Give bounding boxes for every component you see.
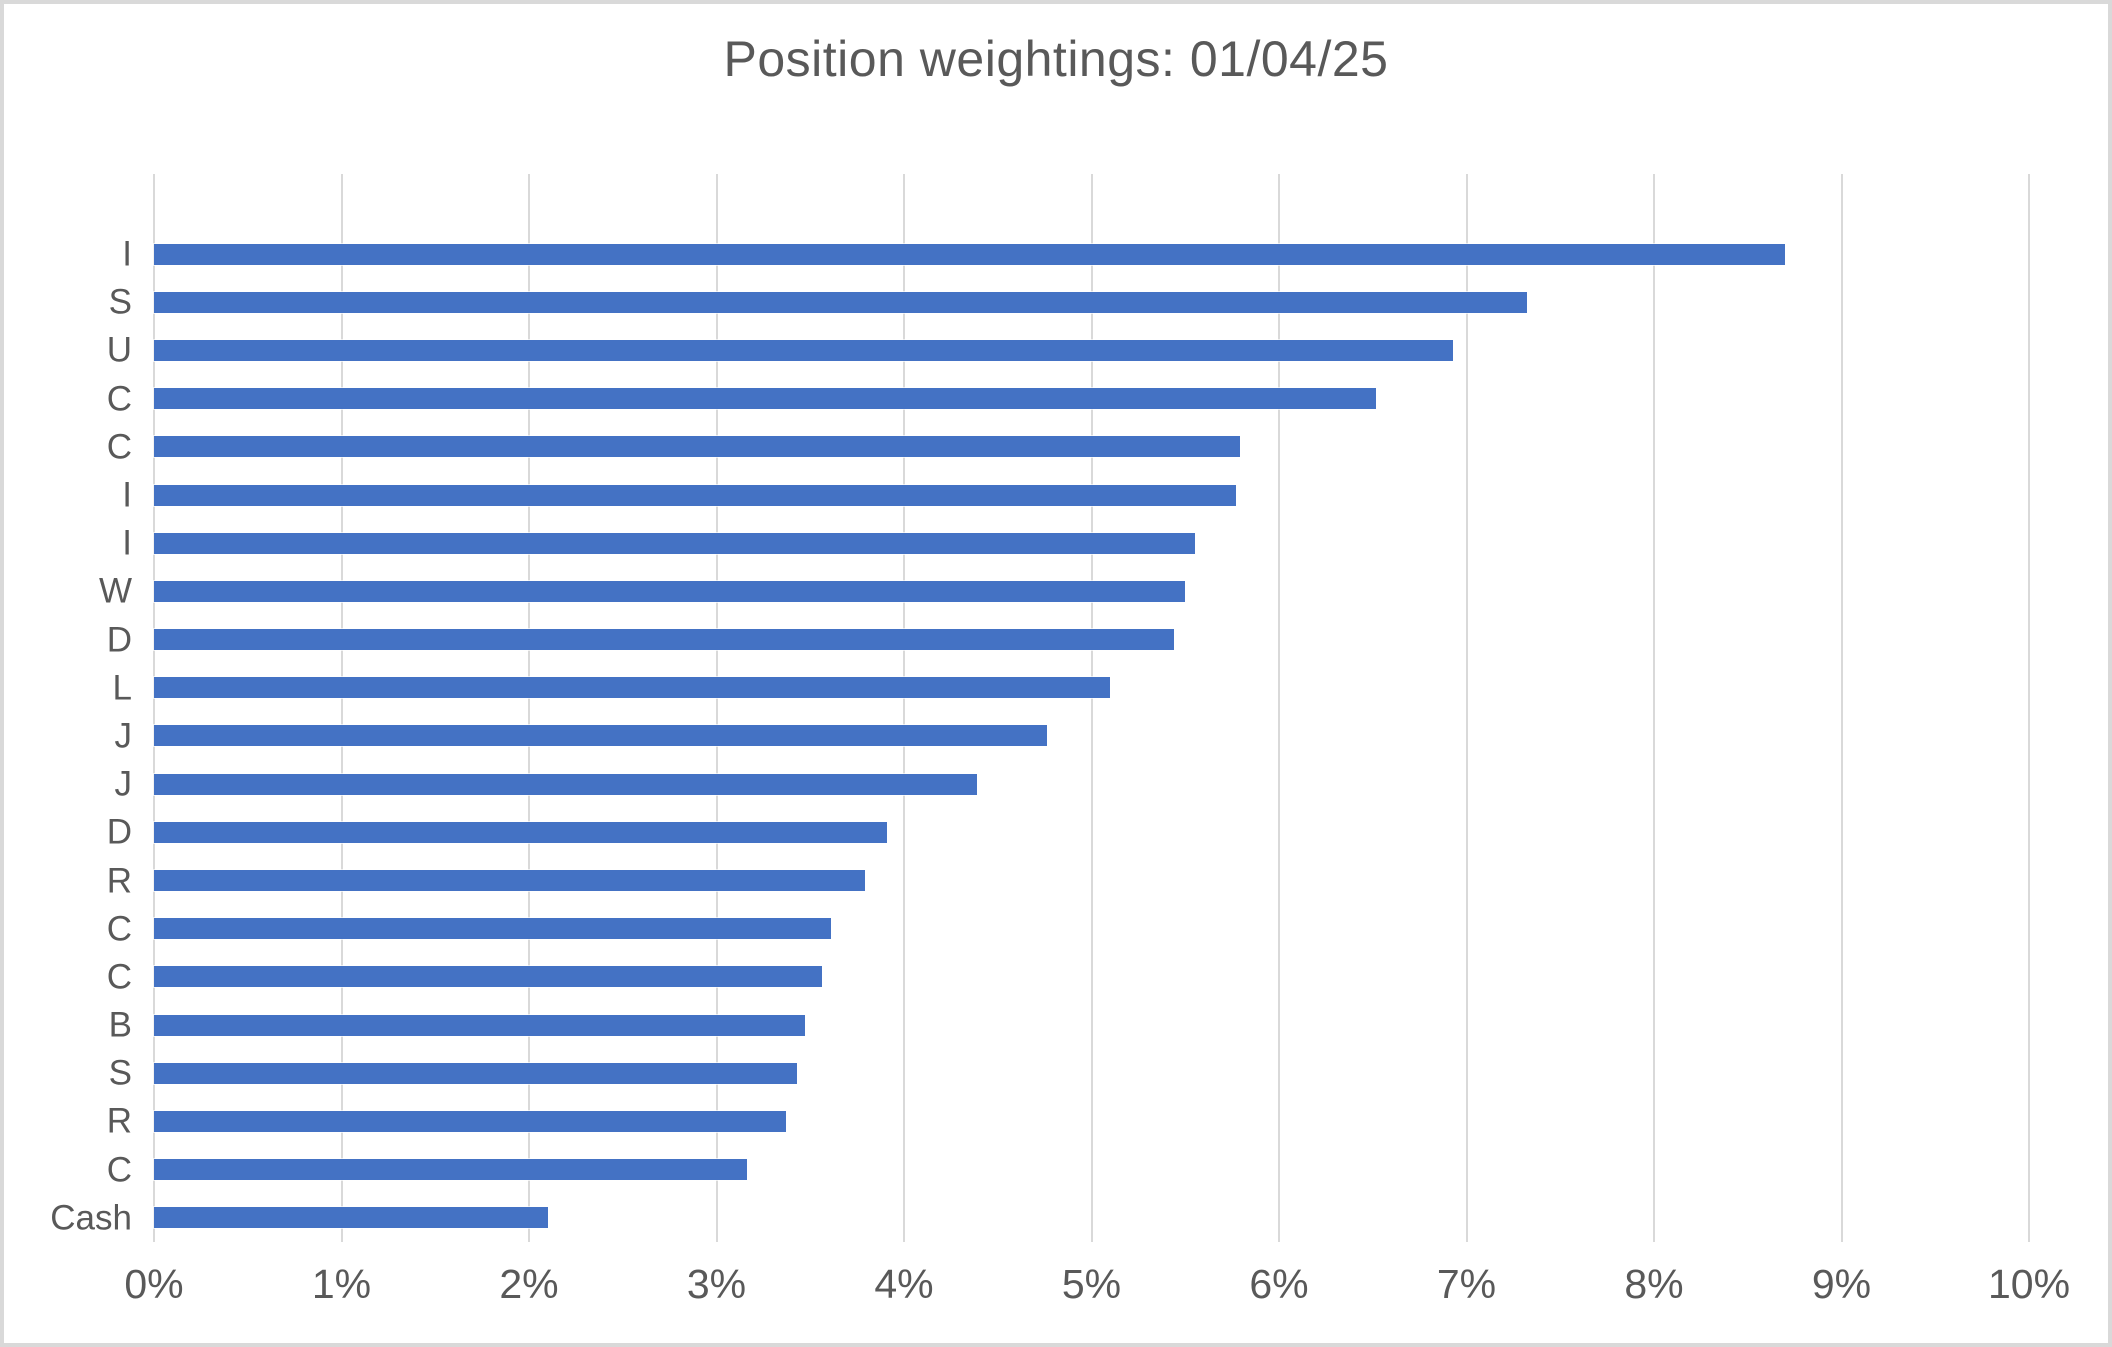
category-label: J (114, 764, 133, 804)
bar (154, 870, 865, 892)
gridline (1653, 174, 1655, 1242)
bar (154, 821, 888, 843)
x-tick-label: 2% (499, 1261, 559, 1307)
category-label: I (122, 475, 132, 515)
bar (154, 580, 1186, 602)
bar-row: R (107, 856, 2029, 904)
category-label: I (122, 523, 132, 563)
category-label: C (106, 1150, 132, 1190)
x-tick-label: 6% (1249, 1261, 1309, 1307)
bar-row: I (122, 230, 2029, 278)
bar-row: C (107, 953, 2029, 1001)
x-tick-label: 10% (1987, 1261, 2071, 1307)
bar-row: C (107, 1146, 2029, 1194)
gridline (903, 174, 905, 1242)
category-label: W (98, 571, 132, 611)
bar (154, 484, 1236, 506)
bar (154, 532, 1195, 554)
category-label: I (122, 234, 132, 274)
bar (154, 677, 1111, 699)
category-label: C (106, 379, 132, 419)
bar-row: W (99, 567, 2029, 615)
bar (154, 291, 1527, 313)
bar-row: C (107, 375, 2029, 423)
category-label: C (106, 427, 132, 467)
bar-row: C (107, 905, 2029, 953)
bar (154, 918, 831, 940)
bar-row: B (109, 1001, 2029, 1049)
gridline (715, 174, 718, 1242)
x-tick-label: 0% (124, 1261, 184, 1307)
bar-row: Cash (50, 1194, 2029, 1242)
gridline (1840, 174, 1843, 1242)
bar-row: I (122, 471, 2029, 519)
bar (154, 629, 1174, 651)
x-tick-label: 5% (1061, 1261, 1122, 1307)
bar (154, 725, 1047, 747)
bar-row: J (115, 760, 2029, 808)
bar (154, 388, 1377, 410)
gridline (1278, 174, 1280, 1242)
category-label: R (106, 1101, 132, 1141)
bar (154, 1014, 805, 1036)
bar-row: I (122, 519, 2029, 567)
chart-title: Position weightings: 01/04/25 (723, 31, 1389, 87)
x-tick-label: 7% (1436, 1261, 1497, 1307)
gridline (1465, 174, 1468, 1242)
category-label: R (106, 861, 132, 901)
y-axis-line (153, 174, 155, 1242)
bar-row: S (109, 278, 2029, 326)
category-label: L (112, 668, 132, 708)
bar-row: U (107, 326, 2029, 374)
bar (154, 966, 822, 988)
category-label: C (106, 909, 132, 949)
category-label: Cash (50, 1198, 132, 1238)
bar (154, 339, 1454, 361)
x-tick-label: 1% (311, 1261, 372, 1307)
x-tick-label: 4% (874, 1261, 934, 1307)
bar (154, 1062, 798, 1084)
category-label: J (114, 716, 133, 756)
bar-row: C (107, 423, 2029, 471)
gridline (2028, 174, 2030, 1242)
bar (154, 1110, 786, 1132)
bar (154, 243, 1786, 265)
category-label: S (108, 1053, 132, 1093)
bar-row: L (113, 664, 2029, 712)
bar (154, 773, 978, 795)
category-label: U (106, 330, 132, 370)
x-tick-label: 8% (1624, 1261, 1684, 1307)
category-label: C (106, 957, 132, 997)
bar (154, 1207, 548, 1229)
x-tick-label: 9% (1811, 1261, 1872, 1307)
bars-region: I S U C C I I W D L J J D R C C B S R C Cash (50, 230, 2029, 1242)
category-label: D (106, 620, 132, 660)
gridline (1090, 174, 1093, 1242)
gridline (528, 174, 530, 1242)
bar-row: S (109, 1049, 2029, 1097)
plot-area: I S U C C I I W D L J J D R C C B S R C Cash (50, 174, 2030, 1242)
x-axis: 0% 1% 2% 3% 4% 5% 6% 7% 8% 9% 10% (124, 1261, 2070, 1324)
category-label: B (108, 1005, 132, 1045)
bar-row: D (107, 808, 2029, 856)
bar (154, 436, 1240, 458)
bar (154, 1159, 747, 1181)
gridline (340, 174, 343, 1242)
category-label: D (106, 812, 132, 852)
category-label: S (108, 282, 132, 322)
bar-row: D (107, 616, 2029, 664)
bar-row: J (115, 712, 2029, 760)
bar-row: R (107, 1097, 2029, 1145)
x-tick-label: 3% (686, 1261, 747, 1307)
